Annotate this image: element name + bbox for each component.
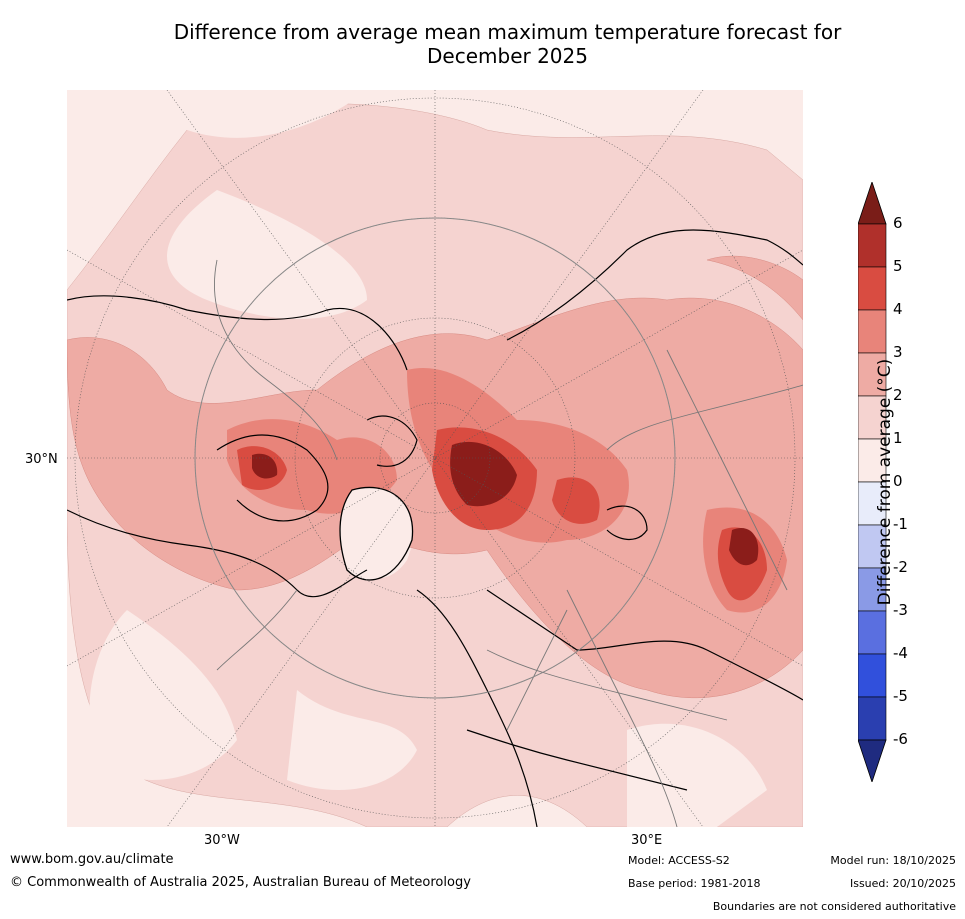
lat-label-30n: 30°N: [25, 452, 58, 467]
latitude-30n-circle: [194, 217, 676, 699]
colorbar-band: [858, 653, 887, 698]
issued-date: Issued: 20/10/2025: [849, 877, 956, 890]
title-line-2: December 2025: [427, 44, 588, 68]
model-name: Model: ACCESS-S2: [628, 854, 730, 867]
colorbar-tick-label: 0: [893, 472, 903, 490]
forecast-map[interactable]: [67, 90, 803, 827]
colorbar-tick-label: -6: [893, 730, 908, 748]
colorbar-tick-label: -4: [893, 644, 908, 662]
lon-label-30w: 30°W: [204, 833, 240, 848]
boundary-disclaimer: Boundaries are not considered authoritat…: [712, 900, 956, 913]
colorbar-tick-label: 6: [893, 214, 903, 232]
colorbar-tick-label: 1: [893, 429, 903, 447]
colorbar-max-extend: [858, 182, 887, 225]
anomaly-band-2-3: [67, 255, 803, 699]
colorbar-band: [858, 223, 887, 268]
colorbar-tick-label: -5: [893, 687, 908, 705]
colorbar: [858, 182, 887, 782]
model-run: Model run: 18/10/2025: [830, 854, 956, 867]
colorbar-band: [858, 696, 887, 741]
colorbar-tick-label: 2: [893, 386, 903, 404]
base-period: Base period: 1981-2018: [628, 877, 761, 890]
colorbar-band: [858, 567, 887, 612]
colorbar-tick-label: -2: [893, 558, 908, 576]
colorbar-band: [858, 352, 887, 397]
website-link[interactable]: www.bom.gov.au/climate: [10, 852, 174, 867]
colorbar-band: [858, 481, 887, 526]
country-borders: [214, 259, 803, 827]
colorbar-tick-label: 3: [893, 343, 903, 361]
colorbar-band: [858, 309, 887, 354]
colorbar-band: [858, 610, 887, 655]
copyright-text: © Commonwealth of Australia 2025, Austra…: [10, 875, 471, 890]
colorbar-tick-label: -1: [893, 515, 908, 533]
colorbar-band: [858, 438, 887, 483]
colorbar-min-extend: [858, 739, 887, 782]
colorbar-label: Difference from average (°C): [875, 358, 895, 606]
colorbar-tick-label: 5: [893, 257, 903, 275]
colorbar-band: [858, 266, 887, 311]
lon-label-30e: 30°E: [631, 833, 663, 848]
chart-title: Difference from average mean maximum tem…: [0, 20, 965, 68]
coastlines: [67, 229, 803, 827]
colorbar-tick-label: -3: [893, 601, 908, 619]
greenland-region: [339, 486, 414, 581]
colorbar-tick-label: 4: [893, 300, 903, 318]
title-line-1: Difference from average mean maximum tem…: [173, 20, 842, 44]
